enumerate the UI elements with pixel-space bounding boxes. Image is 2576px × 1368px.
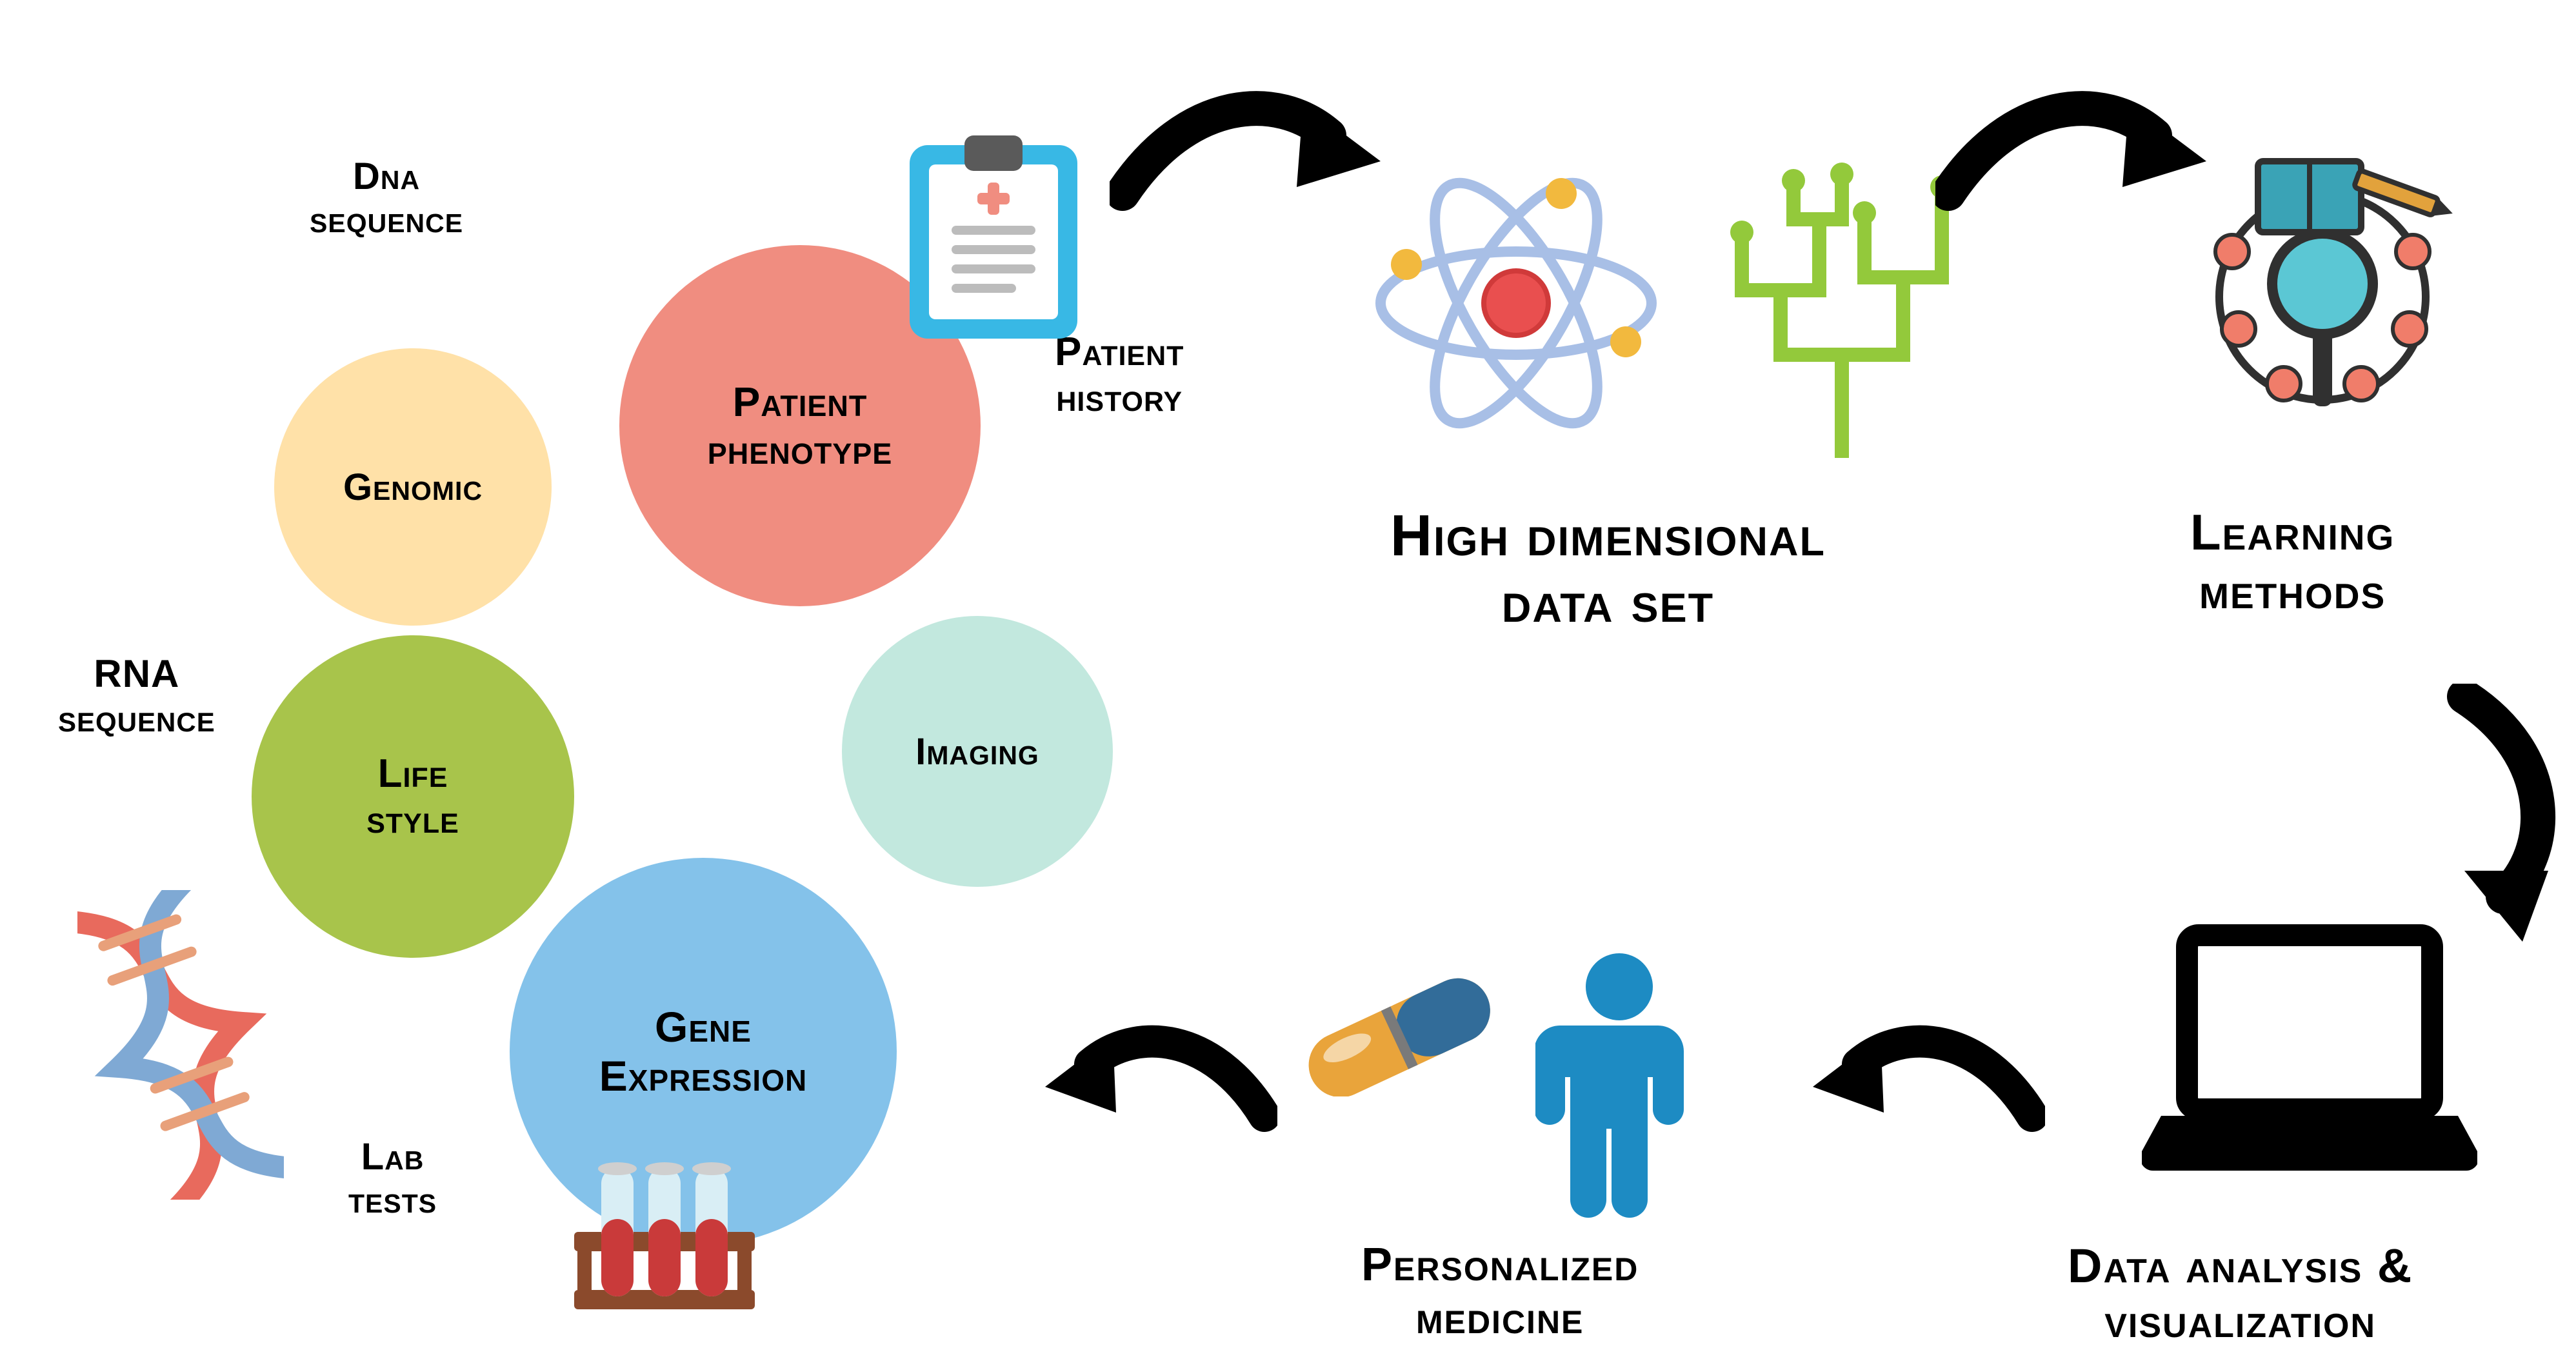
arrow-dataset-to-learning xyxy=(1935,77,2206,226)
bubble-genomic-label: Genomic xyxy=(343,466,483,509)
arrow-pm-to-inputs xyxy=(1045,1013,1277,1155)
learning-magnifier-icon xyxy=(2187,135,2458,432)
headline-data-analysis-viz: Data analysis & visualization xyxy=(2068,1238,2413,1348)
headline-learning-methods: Learning methods xyxy=(2190,503,2395,620)
arrow-inputs-to-dataset xyxy=(1110,77,1381,226)
bubble-imaging-label: Imaging xyxy=(915,730,1039,773)
label-rna-sequence: RNA sequence xyxy=(58,651,215,740)
bubble-gene-expression-label: Gene Expression xyxy=(599,1002,807,1100)
label-dna-sequence: Dna sequence xyxy=(310,155,463,241)
laptop-icon xyxy=(2142,922,2477,1180)
bubble-phenotype-label: Patient phenotype xyxy=(708,378,893,473)
person-icon xyxy=(1535,948,1703,1219)
arrow-viz-to-pm xyxy=(1813,1013,2045,1155)
headline-high-dimensional: High dimensional data set xyxy=(1390,503,1826,636)
clipboard-icon xyxy=(900,126,1087,345)
arrow-learning-to-viz xyxy=(2426,684,2574,942)
pill-icon xyxy=(1281,967,1513,1096)
test-tubes-icon xyxy=(561,1155,768,1322)
bubble-genomic: Genomic xyxy=(274,348,552,626)
headline-personalized-medicine: Personalized medicine xyxy=(1361,1238,1639,1344)
diagram-canvas: Genomic Patient phenotype Life style Ima… xyxy=(0,0,2576,1368)
atom-icon xyxy=(1361,148,1671,458)
bubble-imaging: Imaging xyxy=(842,616,1113,887)
label-lab-tests: Lab tests xyxy=(348,1135,437,1222)
bubble-lifestyle-label: Life style xyxy=(366,751,459,842)
dna-helix-icon xyxy=(77,890,284,1200)
bubble-lifestyle: Life style xyxy=(252,635,574,958)
